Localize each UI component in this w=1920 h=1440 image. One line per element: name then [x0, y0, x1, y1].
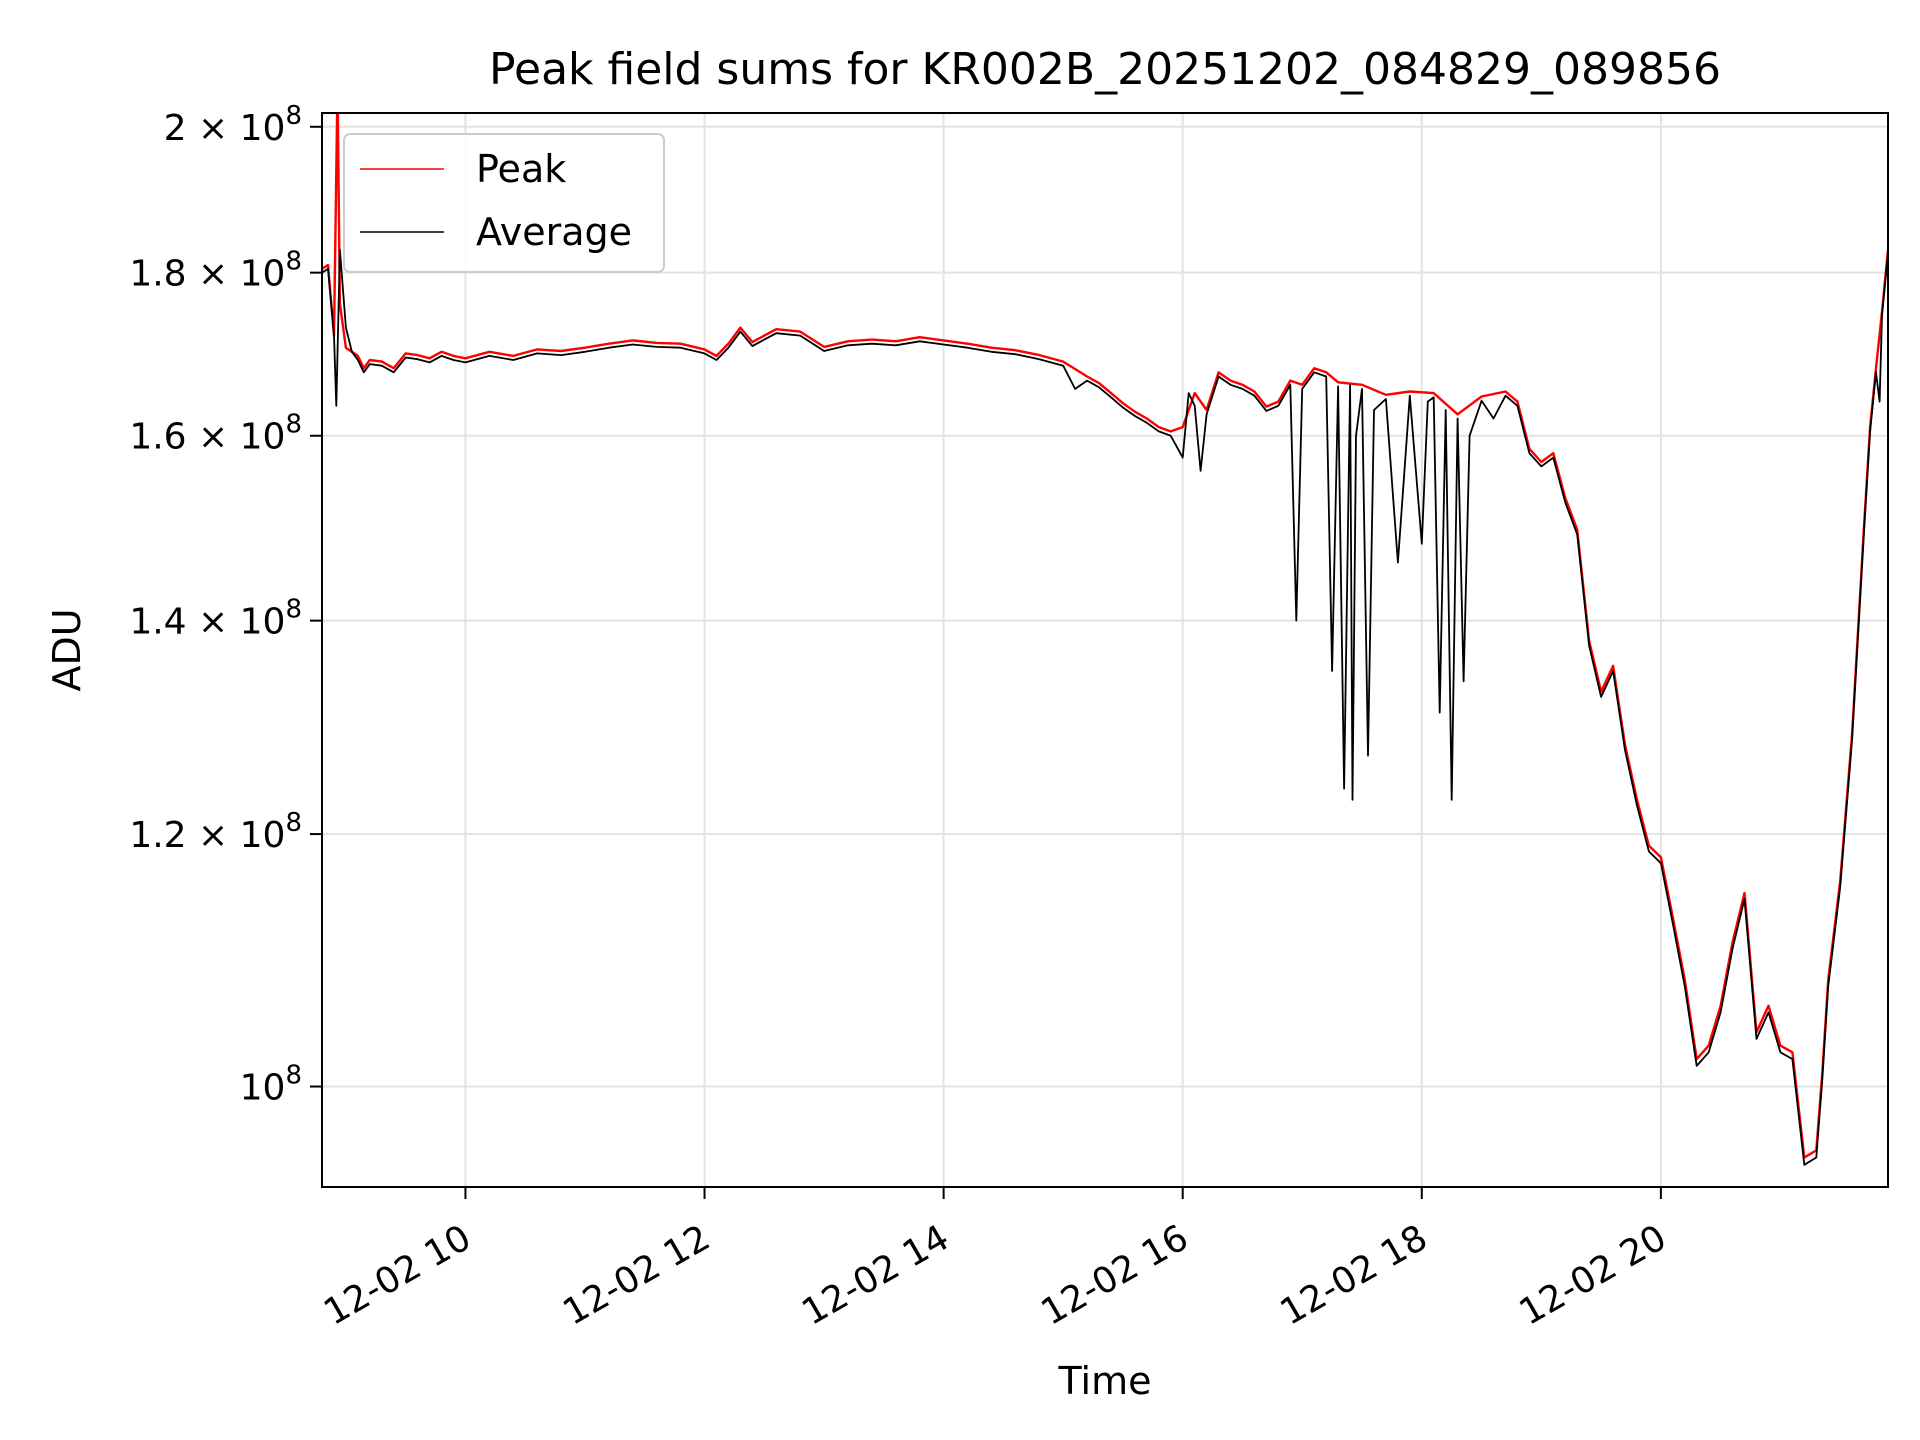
- chart-title: Peak field sums for KR002B_20251202_0848…: [489, 44, 1721, 95]
- y-tick-label: 1.8 × 108: [129, 247, 302, 295]
- y-tick-mantissa: 2 ×: [164, 108, 240, 149]
- legend-label-average: Average: [476, 210, 632, 254]
- y-tick-base: 10: [240, 254, 286, 295]
- y-tick-label: 1.4 × 108: [129, 595, 302, 643]
- y-tick-mantissa: 1.6 ×: [129, 417, 239, 458]
- y-tick-exponent: 8: [285, 410, 302, 440]
- legend-label-peak: Peak: [476, 147, 566, 191]
- y-tick-base: 10: [240, 602, 286, 643]
- axes-frame: [321, 112, 1889, 1188]
- legend: Peak Average: [343, 133, 665, 273]
- y-tick-exponent: 8: [285, 247, 302, 277]
- y-tick-mantissa: 1.4 ×: [129, 602, 239, 643]
- y-tick-label: 108: [240, 1061, 302, 1109]
- y-tick-base: 10: [240, 1068, 286, 1109]
- y-tick-exponent: 8: [285, 595, 302, 625]
- y-tick-base: 10: [240, 108, 286, 149]
- y-tick-label: 1.2 × 108: [129, 808, 302, 856]
- y-tick-exponent: 8: [285, 1061, 302, 1091]
- y-tick-mantissa: 1.8 ×: [129, 254, 239, 295]
- y-tick-base: 10: [240, 815, 286, 856]
- y-axis-label: ADU: [45, 608, 89, 691]
- y-tick-label: 2 × 108: [164, 101, 302, 149]
- series-line-average: [322, 248, 1888, 1166]
- x-axis-label: Time: [1058, 1359, 1152, 1403]
- y-tick-mantissa: 1.2 ×: [129, 815, 239, 856]
- y-tick-label: 1.6 × 108: [129, 410, 302, 458]
- y-tick-exponent: 8: [285, 808, 302, 838]
- y-tick-exponent: 8: [285, 101, 302, 131]
- plot-area: [322, 113, 1888, 1166]
- series-line-peak: [322, 113, 1888, 1159]
- y-tick-base: 10: [240, 417, 286, 458]
